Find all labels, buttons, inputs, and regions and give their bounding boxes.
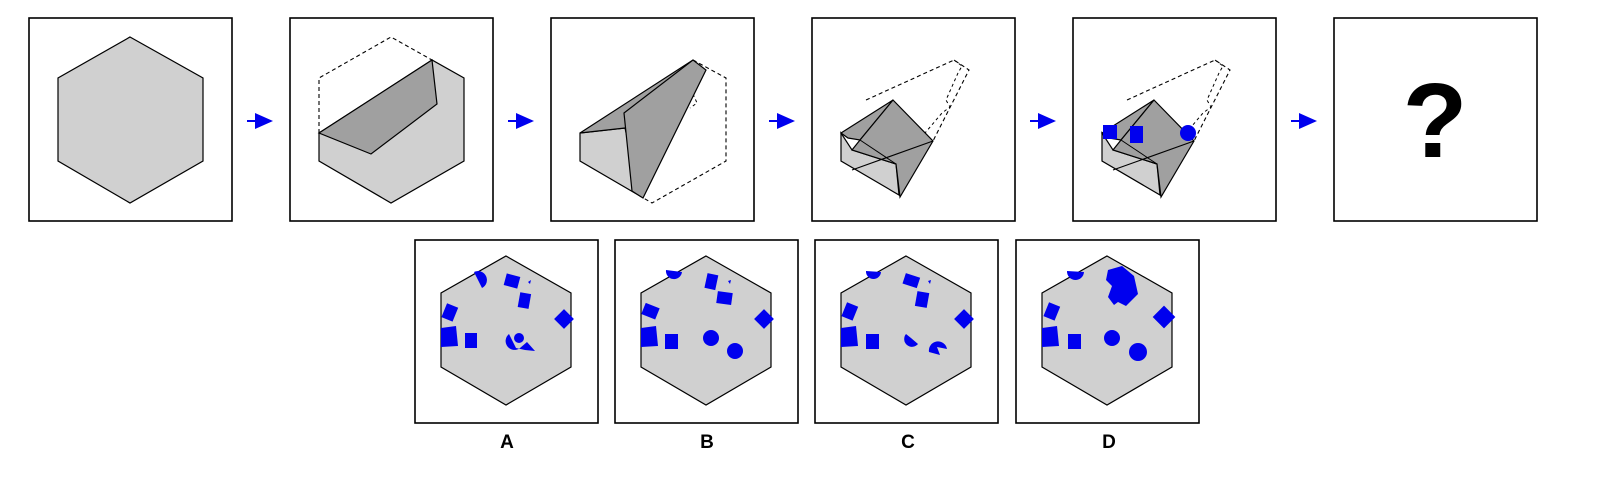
- option-hexagon: [840, 255, 972, 406]
- step-4-panel: [811, 17, 1016, 222]
- folded-flap: [623, 59, 707, 199]
- question-mark: ?: [1403, 62, 1468, 180]
- option-d-label: D: [1102, 432, 1116, 453]
- fold-crease-2: [859, 139, 897, 165]
- fold-crease: [1112, 140, 1195, 171]
- punch-hole-rect: [1130, 126, 1143, 143]
- option-hexagon: [640, 255, 772, 406]
- punch-hole-square: [1103, 125, 1117, 139]
- option-hexagon: [1041, 255, 1173, 406]
- step-3-panel: [550, 17, 755, 222]
- punch-hole-circle: [1180, 125, 1196, 141]
- step-6-panel: ?: [1333, 17, 1538, 222]
- folded-flap: [317, 58, 438, 155]
- option-c-label: C: [901, 432, 915, 453]
- fold-crease: [851, 140, 934, 171]
- option-b-holes: [641, 270, 774, 359]
- step-5-panel: [1072, 17, 1277, 222]
- option-b-label: B: [700, 432, 714, 453]
- original-outline: [318, 36, 433, 133]
- option-b[interactable]: [614, 239, 799, 424]
- step-2-panel: [289, 17, 494, 222]
- option-a-holes: [441, 271, 574, 351]
- previous-outline: [639, 59, 727, 204]
- option-d-holes: [1042, 266, 1176, 361]
- option-a-label: A: [500, 432, 514, 453]
- previous-outline: [1126, 59, 1231, 142]
- step-1-panel: [28, 17, 233, 222]
- option-d[interactable]: [1015, 239, 1200, 424]
- option-a[interactable]: [414, 239, 599, 424]
- hexagon-paper: [57, 36, 204, 204]
- option-hexagon: [440, 255, 572, 406]
- option-c-holes: [841, 271, 974, 355]
- option-c[interactable]: [814, 239, 999, 424]
- fold-crease-2: [1120, 139, 1158, 165]
